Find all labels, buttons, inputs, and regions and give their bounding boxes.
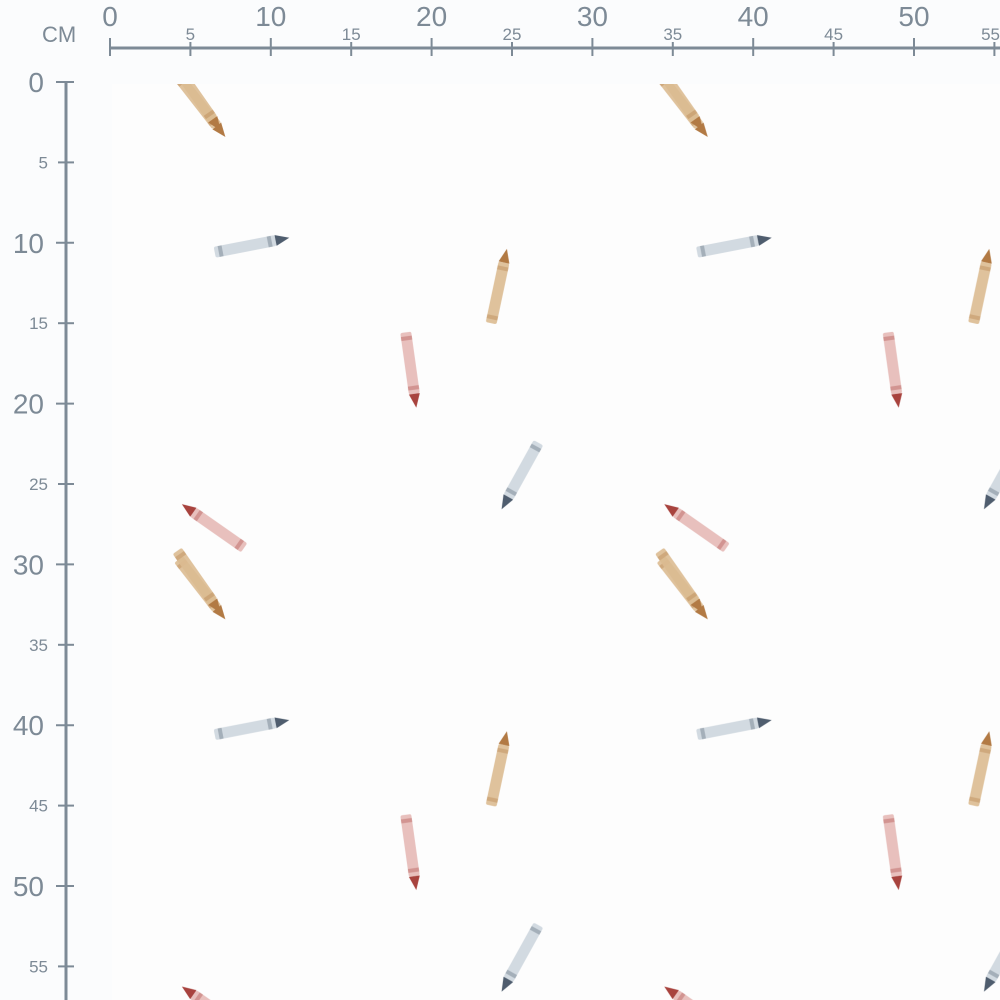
vertical-tick-label: 15: [29, 314, 48, 333]
horizontal-tick-label: 40: [738, 1, 769, 32]
vertical-tick-label: 30: [13, 549, 44, 580]
unit-label: CM: [42, 22, 77, 47]
horizontal-tick-label: 5: [186, 25, 195, 44]
horizontal-tick-label: 15: [342, 25, 361, 44]
vertical-tick-label: 10: [13, 228, 44, 259]
vertical-tick-label: 45: [29, 797, 48, 816]
horizontal-tick-label: 20: [416, 1, 447, 32]
horizontal-tick-label: 10: [255, 1, 286, 32]
vertical-tick-label: 35: [29, 636, 48, 655]
crayon-print: [112, 84, 1000, 1000]
horizontal-tick-label: 55: [981, 25, 1000, 44]
horizontal-tick-label: 30: [577, 1, 608, 32]
horizontal-tick-label: 45: [824, 25, 843, 44]
horizontal-tick-label: 35: [663, 25, 682, 44]
vertical-tick-label: 40: [13, 710, 44, 741]
horizontal-tick-label: 0: [102, 1, 118, 32]
horizontal-tick-label: 50: [898, 1, 929, 32]
vertical-tick-label: 50: [13, 871, 44, 902]
vertical-tick-label: 20: [13, 389, 44, 420]
horizontal-tick-label: 25: [503, 25, 522, 44]
vertical-tick-label: 0: [28, 67, 44, 98]
vertical-tick-label: 25: [29, 475, 48, 494]
vertical-tick-label: 55: [29, 957, 48, 976]
vertical-tick-label: 5: [39, 153, 48, 172]
